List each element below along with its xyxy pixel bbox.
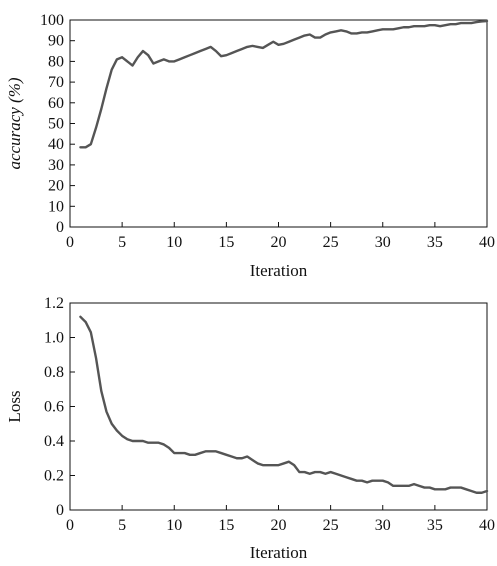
accuracy-y-tick-label: 100 — [40, 12, 64, 29]
accuracy-plot-frame — [69, 19, 488, 228]
accuracy-y-tick-label: 40 — [48, 136, 64, 153]
loss-plot-frame — [69, 302, 488, 511]
loss-x-tick-label: 35 — [427, 517, 443, 534]
accuracy-x-tick-label: 25 — [323, 234, 339, 251]
accuracy-x-tick-label: 20 — [271, 234, 287, 251]
accuracy-x-tick-label: 15 — [218, 234, 234, 251]
accuracy-y-tick-label: 0 — [56, 219, 64, 236]
loss-y-tick-label: 1.2 — [44, 295, 64, 312]
loss-y-axis-label: Loss — [5, 390, 24, 422]
loss-chart: 0 5 10 15 20 25 30 35 40 0 0.2 0.4 0.6 0.8 1.0 1.2 Ite… — [5, 295, 495, 562]
loss-x-tick-label: 5 — [118, 517, 126, 534]
loss-x-tick-label: 0 — [66, 517, 74, 534]
accuracy-y-tick-label: 90 — [48, 33, 64, 50]
loss-y-tick-label: 0.2 — [44, 468, 64, 485]
loss-x-axis-label: Iteration — [250, 543, 308, 562]
loss-x-ticks: 0 5 10 15 20 25 30 35 40 — [66, 505, 495, 534]
accuracy-y-tick-label: 10 — [48, 198, 64, 215]
accuracy-y-tick-label: 20 — [48, 178, 64, 195]
accuracy-x-tick-label: 30 — [375, 234, 391, 251]
loss-x-tick-label: 15 — [218, 517, 234, 534]
accuracy-x-tick-label: 35 — [427, 234, 443, 251]
loss-x-tick-label: 40 — [479, 517, 495, 534]
accuracy-y-tick-label: 60 — [48, 95, 64, 112]
loss-y-tick-label: 0.6 — [44, 399, 64, 416]
accuracy-y-tick-label: 50 — [48, 116, 64, 133]
loss-x-tick-label: 30 — [375, 517, 391, 534]
loss-series-line — [79, 315, 489, 494]
accuracy-chart: 0 5 10 15 20 25 30 35 40 0102030405060708090100 … — [5, 12, 495, 280]
loss-x-tick-label: 25 — [323, 517, 339, 534]
accuracy-x-tick-label: 0 — [66, 234, 74, 251]
accuracy-series-line — [79, 19, 489, 149]
accuracy-y-ticks: 0 10 20 30 40 50 60 70 80 90 100 — [40, 12, 75, 236]
accuracy-y-tick-label: 80 — [48, 53, 64, 70]
loss-x-tick-label: 20 — [271, 517, 287, 534]
accuracy-x-tick-label: 40 — [479, 234, 495, 251]
loss-y-tick-label: 0 — [56, 502, 64, 519]
accuracy-y-axis-label: accuracy (%) — [5, 77, 24, 169]
accuracy-x-tick-label: 10 — [166, 234, 182, 251]
loss-y-tick-label: 0.4 — [44, 433, 64, 450]
loss-y-ticks: 0 0.2 0.4 0.6 0.8 1.0 1.2 — [44, 295, 75, 519]
accuracy-y-tick-label: 30 — [48, 157, 64, 174]
accuracy-x-tick-label: 5 — [118, 234, 126, 251]
loss-y-tick-label: 0.8 — [44, 364, 64, 381]
accuracy-x-axis-label: Iteration — [250, 261, 308, 280]
accuracy-x-ticks: 0 5 10 15 20 25 30 35 40 — [66, 222, 495, 251]
loss-x-tick-label: 10 — [166, 517, 182, 534]
accuracy-y-tick-label: 70 — [48, 74, 64, 91]
loss-y-tick-label: 1.0 — [44, 330, 64, 347]
